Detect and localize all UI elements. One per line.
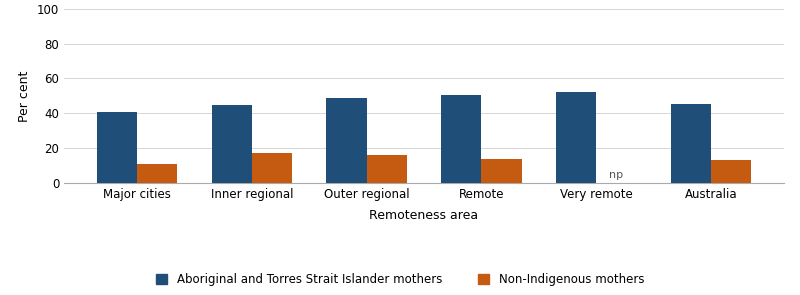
- Bar: [556, 91, 596, 183]
- Bar: [671, 104, 711, 183]
- X-axis label: Remoteness area: Remoteness area: [370, 209, 478, 222]
- Bar: [97, 112, 137, 183]
- Legend: Aboriginal and Torres Strait Islander mothers, Non-Indigenous mothers: Aboriginal and Torres Strait Islander mo…: [156, 273, 644, 286]
- Y-axis label: Per cent: Per cent: [18, 70, 31, 122]
- Bar: [482, 159, 522, 183]
- Bar: [711, 160, 751, 183]
- Bar: [252, 153, 292, 183]
- Bar: [137, 164, 177, 183]
- Bar: [366, 155, 406, 183]
- Bar: [211, 105, 252, 183]
- Text: np: np: [610, 170, 623, 180]
- Bar: [326, 99, 366, 183]
- Bar: [442, 95, 482, 183]
